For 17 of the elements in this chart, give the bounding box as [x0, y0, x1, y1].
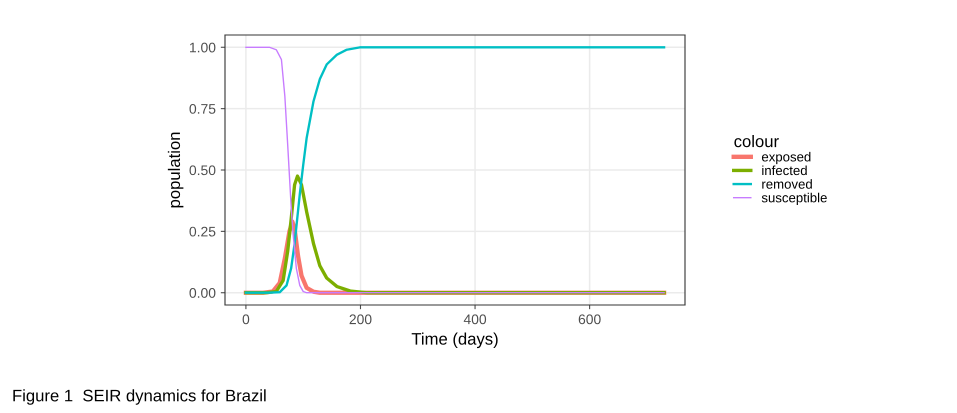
y-axis-title: population	[168, 132, 184, 208]
x-tick-label: 200	[350, 314, 372, 324]
x-tick-label: 600	[578, 314, 601, 324]
caption: Figure 1 SEIR dynamics for Brazil	[13, 389, 266, 405]
y-tick-label: 0.75	[189, 104, 216, 114]
legend-title: colour	[734, 134, 779, 148]
legend-label: susceptible	[762, 192, 827, 206]
legend-label: infected	[762, 165, 807, 176]
legend-label: exposed	[762, 152, 810, 164]
x-tick-label: 0	[242, 314, 250, 324]
x-tick-label: 400	[464, 314, 486, 324]
y-tick-label: 0.50	[189, 165, 216, 176]
y-tick-label: 0.00	[189, 288, 216, 298]
legend-label: removed	[762, 179, 812, 189]
y-tick-label: 1.00	[190, 42, 216, 52]
x-axis-title: Time (days)	[412, 332, 498, 348]
y-tick-label: 0.25	[189, 226, 216, 237]
